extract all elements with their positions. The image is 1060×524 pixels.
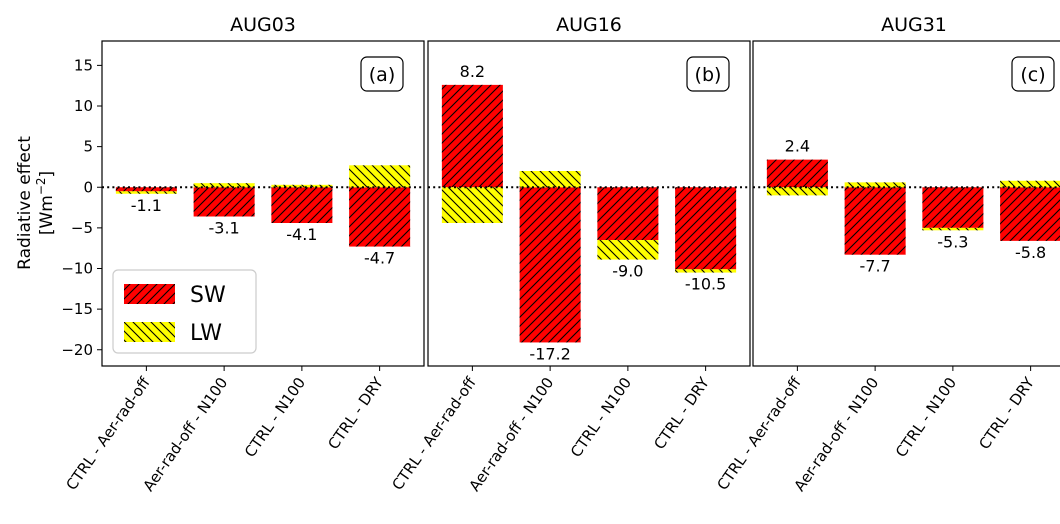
- bar-lw-aug16-1-hatch: [441, 187, 503, 223]
- bar-lw-aug31-4-hatch: [1000, 180, 1060, 188]
- y-tick-label: −20: [61, 341, 93, 359]
- bar-sw-aug31-3-hatch: [922, 187, 984, 228]
- value-label-aug31-2: -7.7: [860, 257, 891, 276]
- y-tick-label: −10: [61, 260, 93, 278]
- value-label-aug31-3: -5.3: [937, 232, 968, 251]
- bar-sw-aug16-4-hatch: [675, 187, 737, 270]
- value-label-aug16-2: -17.2: [529, 344, 570, 363]
- legend-label-lw: LW: [190, 321, 222, 346]
- bar-lw-aug16-2-hatch: [519, 171, 581, 188]
- plot-frame: [101, 40, 425, 367]
- x-tick-label-aug31-1: CTRL - Aer-rad-off: [713, 373, 805, 493]
- bar-sw-aug31-1-hatch: [766, 159, 828, 188]
- y-axis-label-line1: Radiative effect: [15, 136, 35, 270]
- value-label-aug03-2: -3.1: [209, 219, 240, 238]
- panel-title: AUG31: [881, 14, 947, 36]
- bar-lw-aug03-4-hatch: [349, 165, 411, 188]
- x-tick-label-aug03-4: CTRL - DRY: [324, 373, 387, 452]
- legend-swatch-hatch-lw: [124, 322, 175, 342]
- panel-tag-box: [686, 56, 730, 92]
- x-tick-label-aug31-4: CTRL - DRY: [975, 373, 1038, 452]
- y-tick-label: −5: [71, 219, 93, 237]
- x-tick-label-aug16-3: CTRL - N100: [567, 374, 635, 461]
- x-tick-label-aug16-1: CTRL - Aer-rad-off: [388, 373, 480, 493]
- bar-lw-aug31-2-hatch: [844, 182, 906, 188]
- x-tick-label-aug31-3: CTRL - N100: [892, 374, 960, 461]
- x-tick-label-aug16-4: CTRL - DRY: [650, 373, 713, 452]
- bar-sw-aug31-4-hatch: [1000, 187, 1060, 241]
- plot-frame: [752, 40, 1060, 367]
- y-tick-label: −15: [61, 300, 93, 318]
- x-tick-label-aug16-2: Aer-rad-off - N100: [465, 374, 557, 495]
- bar-lw-aug31-1-hatch: [766, 187, 828, 196]
- value-label-aug03-4: -4.7: [364, 249, 395, 268]
- y-tick-label: 15: [74, 56, 93, 74]
- bar-sw-aug03-2-hatch: [193, 187, 255, 217]
- panel-aug31: 2.4 CTRL - Aer-rad-off -7.7 Aer-rad-off - N…: [713, 14, 1060, 495]
- panel-tag-box: [1011, 56, 1055, 92]
- legend-swatch-hatch-sw: [124, 284, 175, 304]
- y-tick-label: 10: [74, 97, 93, 115]
- bar-sw-aug31-2-hatch: [844, 187, 906, 255]
- panel-title: AUG03: [230, 14, 296, 36]
- panel-title: AUG16: [556, 14, 622, 36]
- value-label-aug31-4: -5.8: [1015, 243, 1046, 262]
- bar-sw-aug03-4-hatch: [349, 187, 411, 247]
- bar-lw-aug03-1-hatch: [115, 191, 177, 194]
- panels: -1.1 CTRL - Aer-rad-off -3.1 Aer-rad-off - …: [61, 14, 1060, 495]
- panel-tag: (a): [369, 64, 395, 86]
- bar-lw-aug16-3-hatch: [597, 240, 659, 260]
- panel-tag-box: [360, 56, 404, 92]
- bar-lw-aug16-4-hatch: [675, 269, 737, 273]
- x-tick-label-aug03-3: CTRL - N100: [241, 374, 309, 461]
- panel-aug16: 8.2 CTRL - Aer-rad-off -17.2 Aer-rad-off - …: [388, 14, 751, 495]
- bar-lw-aug03-2-hatch: [193, 183, 255, 188]
- bar-lw-aug31-3-hatch: [922, 227, 984, 231]
- legend: SW LW: [112, 269, 257, 354]
- bar-sw-aug03-3-hatch: [271, 187, 333, 223]
- value-label-aug31-1: 2.4: [785, 137, 810, 156]
- y-axis-title: Radiative effect [Wm−2]: [15, 136, 57, 270]
- panel-tag: (c): [1020, 64, 1045, 86]
- y-tick-label: 0: [83, 178, 93, 196]
- panel-aug03: -1.1 CTRL - Aer-rad-off -3.1 Aer-rad-off - …: [61, 14, 425, 495]
- x-tick-label-aug03-1: CTRL - Aer-rad-off: [62, 373, 154, 493]
- value-label-aug16-4: -10.5: [685, 275, 726, 294]
- bar-sw-aug03-1-hatch: [115, 187, 177, 192]
- value-label-aug03-3: -4.1: [286, 225, 317, 244]
- plot-frame: [427, 40, 751, 367]
- bar-sw-aug16-2-hatch: [519, 187, 581, 343]
- bar-lw-aug03-3-hatch: [271, 184, 333, 188]
- bar-sw-aug16-3-hatch: [597, 187, 659, 241]
- panel-tag: (b): [695, 64, 722, 86]
- value-label-aug03-1: -1.1: [131, 196, 162, 215]
- legend-label-sw: SW: [190, 283, 226, 308]
- y-axis-label-line2: [Wm−2]: [34, 171, 57, 235]
- x-tick-label-aug31-2: Aer-rad-off - N100: [790, 374, 882, 495]
- x-tick-label-aug03-2: Aer-rad-off - N100: [139, 374, 231, 495]
- y-tick-label: 5: [83, 138, 93, 156]
- value-label-aug16-1: 8.2: [460, 62, 485, 81]
- value-label-aug16-3: -9.0: [612, 262, 643, 281]
- bar-sw-aug16-1-hatch: [441, 84, 503, 188]
